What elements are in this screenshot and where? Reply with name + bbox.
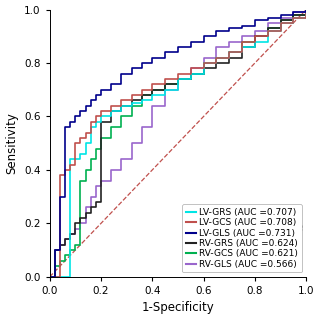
Legend: LV-GRS (AUC =0.707), LV-GCS (AUC =0.708), LV-GLS (AUC =0.731), RV-GRS (AUC =0.62: LV-GRS (AUC =0.707), LV-GCS (AUC =0.708)… (182, 204, 302, 272)
Y-axis label: Sensitivity: Sensitivity (5, 112, 19, 174)
Text: LV-GLS vs. RV-GLS P=0.03: LV-GLS vs. RV-GLS P=0.03 (194, 225, 304, 234)
X-axis label: 1-Specificity: 1-Specificity (141, 301, 214, 315)
